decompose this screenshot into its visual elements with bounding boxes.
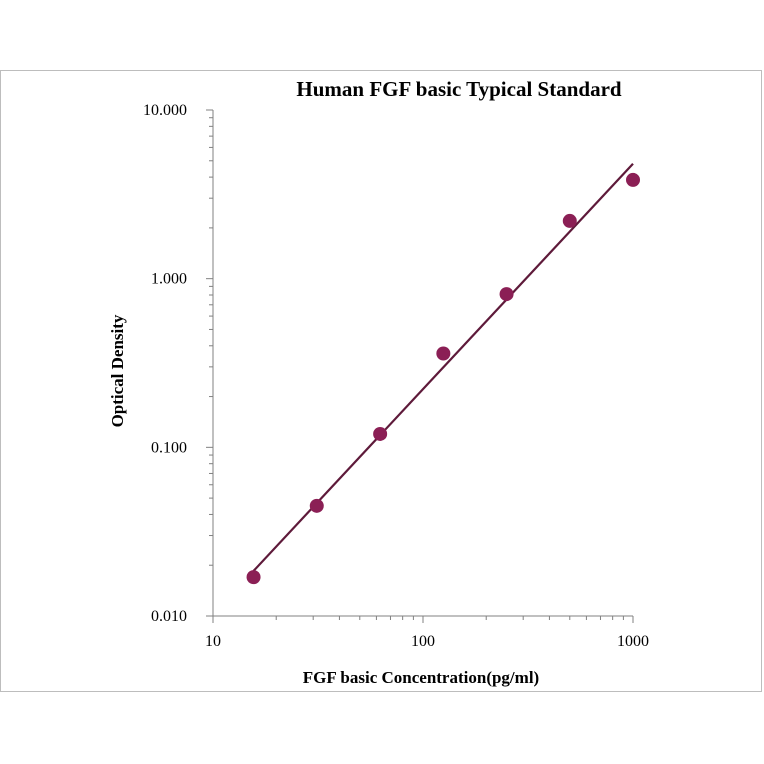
chart-frame: Human FGF basic Typical Standard 0.010 0.… [0, 70, 762, 692]
data-point [246, 570, 261, 585]
data-point [499, 287, 514, 302]
fit-line [252, 163, 634, 572]
fit-line-group [252, 163, 634, 572]
axes [212, 110, 633, 617]
y-tick-label: 10.000 [143, 102, 187, 119]
y-tick-label: 0.100 [151, 439, 187, 456]
y-axis-label: Optical Density [108, 314, 127, 427]
data-point [373, 426, 388, 441]
y-tick-label: 0.010 [151, 608, 187, 625]
data-point [436, 346, 451, 361]
x-tick-label: 100 [411, 633, 435, 650]
ticks: 0.010 0.100 1.000 10.000 10 100 1000 [143, 102, 649, 650]
chart: Human FGF basic Typical Standard 0.0100.… [108, 77, 649, 687]
x-axis-label: FGF basic Concentration(pg/ml) [303, 668, 539, 687]
chart-title: Human FGF basic Typical Standard [296, 77, 621, 101]
x-tick-label: 10 [205, 633, 221, 650]
x-tick-label: 1000 [617, 633, 649, 650]
data-points [246, 172, 640, 585]
y-tick-label: 1.000 [151, 271, 187, 288]
data-point [309, 498, 324, 513]
data-point [626, 172, 640, 187]
data-point [562, 213, 577, 228]
